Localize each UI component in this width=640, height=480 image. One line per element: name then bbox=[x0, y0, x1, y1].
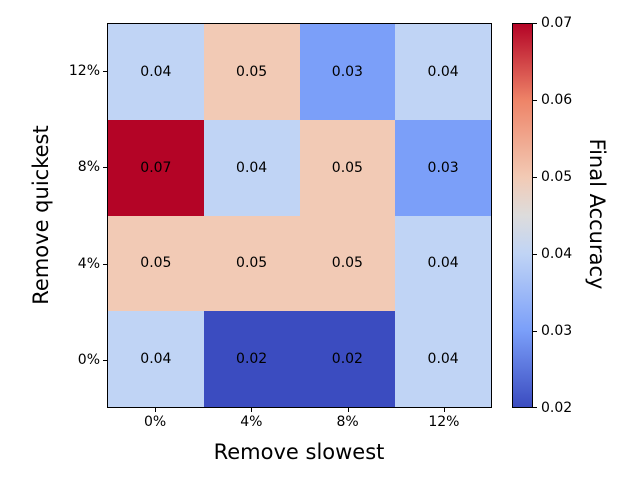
x-tick-label-12%: 12% bbox=[428, 414, 460, 430]
x-tick-mark bbox=[347, 408, 349, 412]
y-axis-label: Remove quickest bbox=[29, 125, 53, 305]
heatmap-cell-r2-c2: 0.05 bbox=[299, 215, 396, 312]
colorbar-label: Final Accuracy bbox=[585, 138, 609, 290]
heatmap-cell-r2-c3: 0.04 bbox=[395, 215, 491, 312]
y-tick-mark bbox=[103, 359, 107, 361]
y-tick-label-8%: 8% bbox=[77, 159, 100, 176]
heatmap-cell-r0-c2: 0.03 bbox=[299, 24, 396, 120]
heatmap-cell-r1-c1: 0.04 bbox=[203, 119, 300, 216]
heatmap-cell-r0-c0: 0.04 bbox=[108, 24, 204, 120]
heatmap-cell-r0-c1: 0.05 bbox=[203, 24, 300, 120]
colorbar-tick-mark bbox=[533, 331, 537, 332]
x-tick-mark bbox=[443, 408, 445, 412]
heatmap-cell-r3-c2: 0.02 bbox=[299, 311, 396, 407]
y-tick-label-0%: 0% bbox=[77, 351, 100, 368]
colorbar-tick-label-0.04: 0.04 bbox=[541, 246, 573, 262]
colorbar bbox=[512, 23, 533, 408]
heatmap-cell-r2-c0: 0.05 bbox=[108, 215, 204, 312]
heatmap-cell-r2-c1: 0.05 bbox=[203, 215, 300, 312]
colorbar-tick-label-0.05: 0.05 bbox=[541, 169, 573, 185]
x-tick-label-8%: 8% bbox=[336, 414, 359, 430]
x-tick-mark bbox=[155, 408, 157, 412]
colorbar-tick-label-0.07: 0.07 bbox=[541, 15, 573, 31]
y-tick-label-4%: 4% bbox=[77, 255, 100, 272]
heatmap-cell-r1-c3: 0.03 bbox=[395, 119, 491, 216]
colorbar-tick-label-0.02: 0.02 bbox=[541, 400, 573, 416]
colorbar-tick-mark bbox=[533, 254, 537, 255]
y-tick-mark bbox=[103, 167, 107, 169]
y-tick-mark bbox=[103, 71, 107, 73]
heatmap-plot-area: 0.04 0.05 0.03 0.04 0.07 0.04 0.05 0.03 0.05 0.05… bbox=[107, 23, 492, 408]
colorbar-tick-mark bbox=[533, 407, 537, 408]
x-tick-mark bbox=[251, 408, 253, 412]
colorbar-tick-mark bbox=[533, 23, 537, 24]
colorbar-tick-mark bbox=[533, 100, 537, 101]
colorbar-tick-label-0.06: 0.06 bbox=[541, 92, 573, 108]
heatmap-cell-r3-c0: 0.04 bbox=[108, 311, 204, 407]
heatmap-cell-r1-c2: 0.05 bbox=[299, 119, 396, 216]
heatmap-cell-r3-c3: 0.04 bbox=[395, 311, 491, 407]
colorbar-tick-mark bbox=[533, 177, 537, 178]
y-tick-mark bbox=[103, 263, 107, 265]
heatmap-cell-r0-c3: 0.04 bbox=[395, 24, 491, 120]
heatmap-cell-r3-c1: 0.02 bbox=[203, 311, 300, 407]
heatmap-cell-r1-c0: 0.07 bbox=[108, 119, 204, 216]
colorbar-tick-label-0.03: 0.03 bbox=[541, 323, 573, 339]
y-tick-label-12%: 12% bbox=[68, 63, 100, 80]
x-axis-label: Remove slowest bbox=[213, 440, 385, 464]
x-tick-label-4%: 4% bbox=[240, 414, 263, 430]
x-tick-label-0%: 0% bbox=[144, 414, 167, 430]
